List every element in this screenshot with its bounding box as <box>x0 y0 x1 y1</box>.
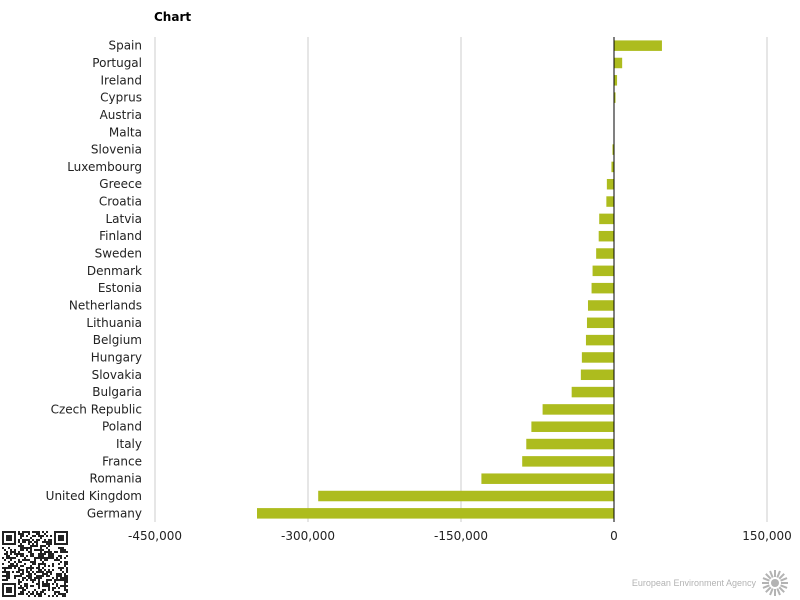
eea-logo-text: European Environment Agency <box>631 578 756 588</box>
bar[interactable] <box>522 456 614 467</box>
category-label: Latvia <box>105 212 142 226</box>
bar[interactable] <box>587 300 614 311</box>
x-tick-label: 150,000 <box>742 529 792 543</box>
category-label: Greece <box>99 177 142 191</box>
category-label: Malta <box>109 125 142 139</box>
bar[interactable] <box>592 265 614 277</box>
bar[interactable] <box>606 196 614 207</box>
bar[interactable] <box>591 282 614 294</box>
category-label: France <box>102 454 142 468</box>
category-label: Ireland <box>100 73 142 87</box>
category-label: Luxembourg <box>67 160 142 174</box>
category-label: Croatia <box>99 195 142 209</box>
bar[interactable] <box>614 40 662 51</box>
category-label: Spain <box>108 39 142 53</box>
category-label: Czech Republic <box>51 402 142 416</box>
category-label: Bulgaria <box>92 385 142 399</box>
category-label: Belgium <box>93 333 142 347</box>
bar[interactable] <box>581 352 614 363</box>
bar[interactable] <box>585 334 614 346</box>
bar[interactable] <box>612 144 614 155</box>
qr-code-icon <box>2 531 68 597</box>
bar[interactable] <box>614 92 616 103</box>
eea-logo: European Environment Agency <box>632 568 790 598</box>
bar[interactable] <box>598 230 614 242</box>
category-label: Hungary <box>91 350 142 364</box>
category-label: Cyprus <box>100 91 142 105</box>
category-label: Estonia <box>98 281 142 295</box>
category-label: Finland <box>99 229 142 243</box>
category-label: Italy <box>116 437 142 451</box>
bar[interactable] <box>257 508 614 519</box>
bar[interactable] <box>580 369 614 381</box>
sun-icon <box>762 570 788 596</box>
category-label: Slovenia <box>91 143 142 157</box>
bar[interactable] <box>599 213 614 225</box>
category-label: Poland <box>102 420 142 434</box>
chart-title: Chart <box>154 10 192 24</box>
category-label: Austria <box>100 108 142 122</box>
category-label: Netherlands <box>69 298 142 312</box>
bar[interactable] <box>611 161 614 173</box>
category-label: Denmark <box>87 264 142 278</box>
bar[interactable] <box>481 473 614 484</box>
bar[interactable] <box>606 178 614 190</box>
bar[interactable] <box>596 248 614 259</box>
category-label: United Kingdom <box>46 489 142 503</box>
category-label: Romania <box>90 472 142 486</box>
category-label: Lithuania <box>86 316 142 330</box>
bar[interactable] <box>571 386 614 398</box>
bar[interactable] <box>586 317 614 329</box>
bar[interactable] <box>318 490 614 502</box>
category-label: Slovakia <box>92 368 142 382</box>
category-label: Germany <box>87 506 142 520</box>
x-tick-label: -150,000 <box>434 529 488 543</box>
bar[interactable] <box>542 404 614 415</box>
bar[interactable] <box>614 75 618 86</box>
x-tick-label: -300,000 <box>281 529 335 543</box>
x-tick-label: -450,000 <box>128 529 182 543</box>
x-tick-label: 0 <box>610 529 618 543</box>
bar[interactable] <box>614 57 623 69</box>
bar[interactable] <box>526 438 614 450</box>
category-label: Sweden <box>95 247 142 261</box>
bar[interactable] <box>531 421 614 432</box>
category-label: Portugal <box>92 56 142 70</box>
